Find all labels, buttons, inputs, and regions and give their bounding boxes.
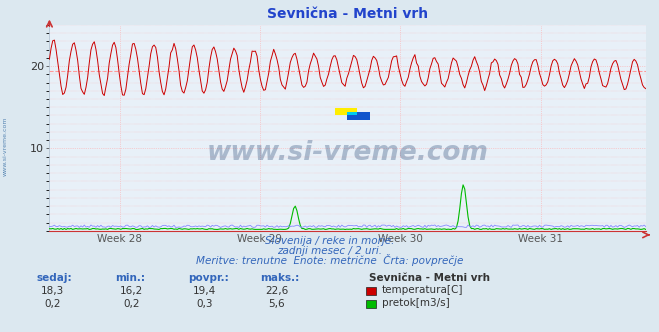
Text: maks.:: maks.: xyxy=(260,273,300,283)
Bar xyxy=(347,112,357,116)
Text: www.si-vreme.com: www.si-vreme.com xyxy=(3,116,8,176)
Title: Sevnična - Metni vrh: Sevnična - Metni vrh xyxy=(267,7,428,21)
Text: Meritve: trenutne  Enote: metrične  Črta: povprečje: Meritve: trenutne Enote: metrične Črta: … xyxy=(196,254,463,266)
Text: Sevnična - Metni vrh: Sevnična - Metni vrh xyxy=(369,273,490,283)
Text: www.si-vreme.com: www.si-vreme.com xyxy=(207,139,488,166)
Text: povpr.:: povpr.: xyxy=(188,273,229,283)
Text: 5,6: 5,6 xyxy=(268,299,285,309)
Text: 0,2: 0,2 xyxy=(44,299,61,309)
Text: sedaj:: sedaj: xyxy=(36,273,72,283)
Text: zadnji mesec / 2 uri.: zadnji mesec / 2 uri. xyxy=(277,246,382,256)
Bar xyxy=(347,112,370,120)
Text: 16,2: 16,2 xyxy=(120,286,144,296)
Text: Slovenija / reke in morje.: Slovenija / reke in morje. xyxy=(265,236,394,246)
Text: 18,3: 18,3 xyxy=(41,286,65,296)
Text: 19,4: 19,4 xyxy=(192,286,216,296)
Text: pretok[m3/s]: pretok[m3/s] xyxy=(382,298,449,308)
Text: 22,6: 22,6 xyxy=(265,286,289,296)
Text: 0,2: 0,2 xyxy=(123,299,140,309)
Text: min.:: min.: xyxy=(115,273,146,283)
Text: temperatura[C]: temperatura[C] xyxy=(382,285,463,295)
Bar xyxy=(335,108,357,116)
Text: 0,3: 0,3 xyxy=(196,299,213,309)
